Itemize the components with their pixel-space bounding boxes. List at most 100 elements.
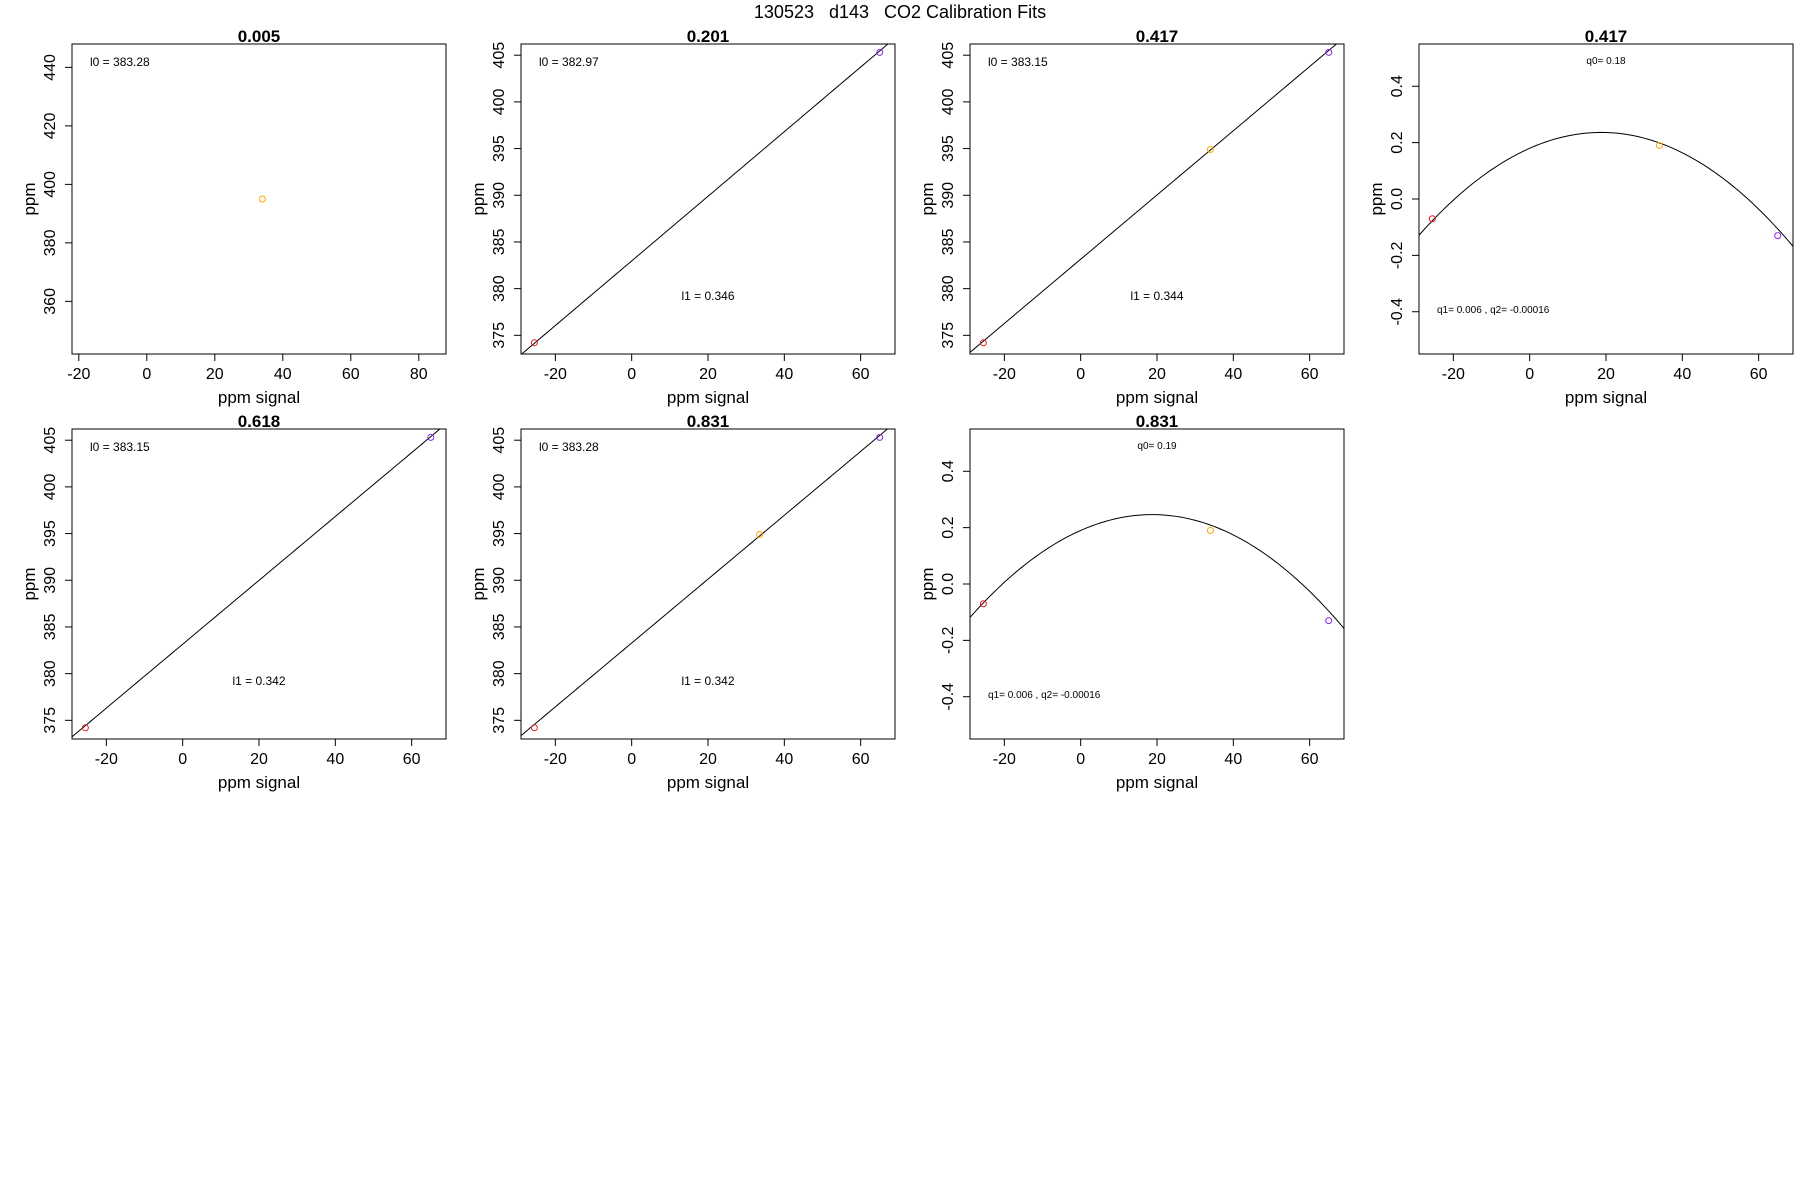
fit-annotation: l1 = 0.346: [681, 289, 734, 303]
fit-line: [521, 44, 889, 354]
chart-title: 0.831: [1136, 412, 1179, 431]
y-tick-label: 390: [491, 567, 508, 594]
y-tick-label: 390: [491, 182, 508, 209]
y-tick-label: -0.2: [1389, 241, 1406, 269]
x-tick-label: 40: [274, 366, 292, 383]
x-tick-label: 20: [1148, 751, 1166, 768]
y-tick-label: 400: [940, 88, 957, 115]
x-tick-label: 80: [410, 366, 428, 383]
data-point: [258, 195, 266, 203]
y-tick-label: 405: [491, 42, 508, 69]
chart-svg-1: 0.005 -20 0 20 40 60 80 360 380 400 420 440 ppm sign…: [20, 27, 447, 407]
y-tick-label: 405: [42, 427, 59, 454]
x-tick-label: 40: [775, 751, 793, 768]
fit-annotation: l1 = 0.342: [232, 674, 285, 688]
y-tick-label: 375: [940, 322, 957, 349]
chart-panel-1: 0.005 -20 0 20 40 60 80 360 380 400 420 440 ppm sign…: [0, 0, 449, 407]
x-tick-label: 0: [1076, 751, 1085, 768]
fit-annotation: q0= 0.19: [1137, 441, 1177, 452]
y-tick-label: 385: [940, 229, 957, 256]
data-point: [1325, 48, 1333, 56]
x-tick-label: 20: [1148, 366, 1166, 383]
data-point: [876, 48, 884, 56]
chart-title: 0.417: [1136, 27, 1179, 46]
x-tick-label: -20: [95, 751, 118, 768]
y-tick-label: 375: [491, 322, 508, 349]
fit-annotation: l0 = 383.28: [90, 55, 150, 69]
plot-frame: [520, 428, 896, 740]
data-point: [756, 531, 764, 539]
x-axis-label: ppm signal: [1116, 388, 1198, 407]
fit-line: [72, 429, 441, 738]
x-tick-label: 40: [1673, 366, 1691, 383]
chart-svg-4: 0.417 -20 0 20 40 60 -0.4 -0.2 0.0 0.2 0.4 ppm sign…: [1367, 27, 1794, 407]
y-tick-label: 0.4: [1389, 75, 1406, 97]
x-axis-label: ppm signal: [218, 773, 300, 792]
data-point: [1428, 215, 1436, 223]
y-tick-label: 360: [42, 288, 59, 315]
chart-panel-2: 0.201 -20 0 20 40 60 375 380 385 390 395 400 405 ppm …: [449, 0, 898, 407]
data-point: [530, 724, 538, 732]
x-tick-label: 60: [342, 366, 360, 383]
y-tick-label: 390: [42, 567, 59, 594]
y-tick-label: 385: [42, 614, 59, 641]
data-point: [427, 433, 435, 441]
x-tick-label: 40: [775, 366, 793, 383]
y-axis-label: ppm: [469, 182, 488, 215]
y-axis-label: ppm: [918, 182, 937, 215]
fit-annotation: q0= 0.18: [1586, 56, 1626, 67]
x-axis-label: ppm signal: [667, 773, 749, 792]
y-tick-label: 395: [491, 135, 508, 162]
x-tick-label: 60: [1750, 366, 1768, 383]
y-tick-label: 405: [940, 42, 957, 69]
fit-line: [970, 44, 1338, 353]
x-axis-label: ppm signal: [667, 388, 749, 407]
x-tick-label: 20: [699, 751, 717, 768]
y-axis-label: ppm: [20, 182, 39, 215]
fit-annotation: l1 = 0.344: [1130, 289, 1183, 303]
x-tick-label: -20: [1442, 366, 1465, 383]
chart-svg-5: 0.618 -20 0 20 40 60 375 380 385 390 395 400 405 ppm …: [20, 412, 447, 792]
x-tick-label: 20: [699, 366, 717, 383]
y-tick-label: 395: [42, 520, 59, 547]
x-tick-label: 20: [1597, 366, 1615, 383]
data-point: [530, 339, 538, 347]
y-tick-label: -0.2: [940, 626, 957, 654]
x-tick-label: 0: [1076, 366, 1085, 383]
y-tick-label: 375: [491, 707, 508, 734]
fit-annotation: l1 = 0.342: [681, 674, 734, 688]
y-tick-label: 0.0: [940, 573, 957, 595]
y-tick-label: 380: [42, 660, 59, 687]
y-tick-label: 0.2: [940, 516, 957, 538]
chart-title: 0.417: [1585, 27, 1628, 46]
y-tick-label: 400: [42, 473, 59, 500]
y-tick-label: 400: [42, 171, 59, 198]
fit-annotation: l0 = 383.15: [90, 440, 150, 454]
fit-annotation: l0 = 383.15: [988, 55, 1048, 69]
x-tick-label: 0: [1525, 366, 1534, 383]
data-point: [979, 600, 987, 608]
x-tick-label: -20: [67, 366, 90, 383]
fit-line: [970, 514, 1344, 629]
y-tick-label: -0.4: [1389, 298, 1406, 326]
fit-annotation: q1= 0.006 , q2= -0.00016: [1437, 305, 1550, 316]
y-tick-label: 440: [42, 54, 59, 81]
y-axis-label: ppm: [20, 567, 39, 600]
chart-title: 0.831: [687, 412, 730, 431]
y-tick-label: 375: [42, 707, 59, 734]
data-point: [1206, 146, 1214, 154]
x-tick-label: 0: [142, 366, 151, 383]
y-tick-label: -0.4: [940, 683, 957, 711]
x-axis-label: ppm signal: [218, 388, 300, 407]
fit-line: [521, 429, 889, 737]
data-point: [1206, 526, 1214, 534]
data-point: [979, 339, 987, 347]
x-tick-label: 60: [852, 366, 870, 383]
x-tick-label: 40: [1224, 366, 1242, 383]
x-tick-label: 60: [1301, 751, 1319, 768]
x-tick-label: 40: [1224, 751, 1242, 768]
chart-panel-6: 0.831 -20 0 20 40 60 375 380 385 390 395 400 405 ppm …: [449, 385, 898, 792]
x-tick-label: 0: [178, 751, 187, 768]
x-tick-label: 60: [852, 751, 870, 768]
